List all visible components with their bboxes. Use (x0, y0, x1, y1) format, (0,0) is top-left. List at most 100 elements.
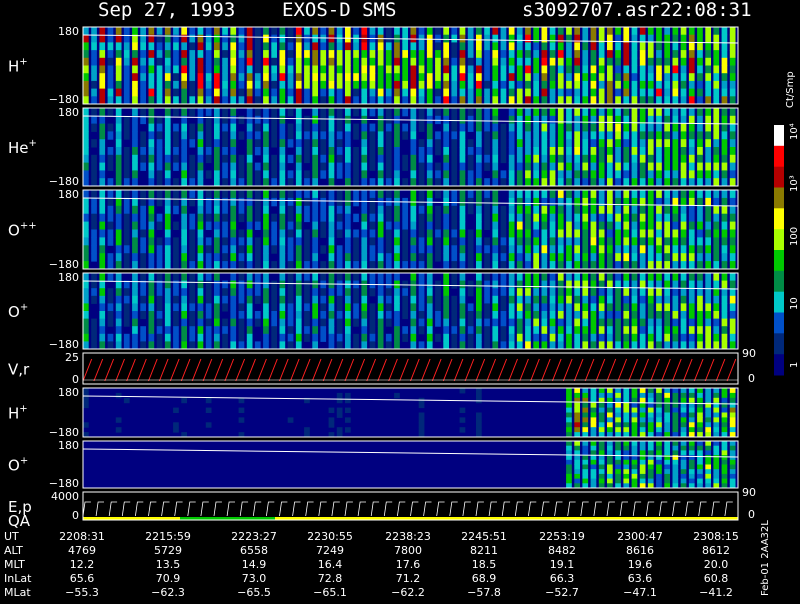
spectro-cell (451, 253, 458, 262)
spectro-cell (222, 57, 228, 66)
spectro-cell (516, 65, 523, 74)
spectro-cell (230, 261, 237, 270)
table-cell: −47.1 (623, 586, 657, 599)
panel-ymin: −180 (49, 93, 79, 106)
spectro-cell (607, 445, 613, 451)
spectro-cell (123, 123, 130, 132)
panel-frame (82, 352, 739, 385)
spectro-cell (688, 412, 695, 418)
spectro-cell (345, 190, 351, 199)
spectro-cell (541, 50, 548, 59)
spectro-cell (410, 213, 417, 223)
spectro-cell (394, 237, 400, 246)
spectro-cell (607, 392, 613, 399)
spectro-cell (615, 261, 621, 270)
header-date: Sep 27, 1993 (98, 0, 235, 21)
spectro-cell (705, 80, 711, 90)
spectro-cell (729, 326, 736, 335)
spectro-cell (705, 333, 711, 342)
spectro-cell (230, 273, 237, 282)
spectro-cell (590, 115, 597, 125)
spectro-cell (279, 123, 286, 132)
spectro-cell (418, 318, 425, 327)
spectro-cell (238, 50, 245, 59)
spectro-cell (508, 288, 515, 297)
spectro-cell (369, 245, 376, 254)
spectro-cell (271, 318, 277, 327)
spectro-cell (148, 253, 155, 262)
spectro-cell (426, 96, 433, 105)
spectro-cell (680, 295, 687, 304)
spectro-cell (525, 273, 531, 282)
spectro-cell (598, 280, 605, 289)
spectro-cell (459, 318, 466, 327)
spectro-cell (582, 483, 589, 489)
spectro-cell (115, 50, 122, 59)
spectro-cell (476, 432, 482, 438)
spectro-cell (394, 333, 400, 342)
spectro-cell (525, 131, 531, 140)
spectro-cell (99, 50, 106, 59)
spectro-cell (598, 469, 605, 475)
spectro-cell (566, 147, 572, 156)
spectro-cell (304, 139, 310, 148)
spectro-cell (729, 445, 736, 451)
spectro-cell (91, 34, 97, 43)
spectro-cell (492, 280, 499, 289)
spectro-cell (328, 170, 335, 179)
spectro-cell (271, 80, 277, 90)
spectro-cell (230, 205, 237, 215)
spectro-cell (140, 42, 146, 51)
spectro-cell (574, 333, 580, 342)
spectro-cell (484, 237, 490, 246)
spectro-cell (639, 88, 646, 97)
spectro-cell (459, 333, 466, 342)
spectro-cell (279, 80, 286, 90)
spectro-cell (647, 178, 654, 187)
spectro-cell (508, 245, 515, 254)
spectro-cell (623, 478, 630, 484)
spectro-cell (369, 27, 376, 36)
spectro-cell (361, 190, 368, 199)
spectro-cell (582, 123, 589, 132)
spectro-cell (99, 245, 106, 254)
spectro-cell (557, 88, 564, 97)
spectro-cell (721, 412, 728, 418)
spectro-cell (615, 237, 621, 246)
spectro-cell (631, 441, 638, 447)
spectro-cell (91, 213, 97, 223)
spectro-cell (688, 197, 695, 207)
spectro-cell (222, 34, 228, 43)
table-cell: 14.9 (242, 558, 267, 571)
spectro-cell (451, 65, 458, 74)
spectro-cell (484, 154, 490, 164)
spectro-cell (402, 213, 408, 223)
spectro-cell (345, 123, 351, 132)
spectro-cell (484, 280, 490, 289)
spectro-cell (394, 253, 400, 262)
spectro-cell (214, 154, 220, 164)
spectro-cell (320, 27, 327, 36)
spectro-cell (418, 88, 425, 97)
spectro-cell (197, 288, 204, 297)
spectro-cell (443, 65, 449, 74)
spectro-cell (304, 427, 310, 433)
panel-ymax: 180 (58, 106, 79, 119)
spectro-cell (418, 402, 425, 409)
spectro-cell (402, 333, 408, 342)
spectro-cell (377, 326, 384, 335)
spectro-cell (214, 88, 220, 97)
spectro-cell (688, 147, 695, 156)
spectro-cell (238, 303, 245, 312)
spectro-cell (246, 27, 253, 36)
spectro-cell (148, 221, 155, 230)
spectro-cell (566, 432, 572, 438)
spectro-cell (336, 190, 343, 199)
spectro-cell (164, 96, 171, 105)
spectro-cell (590, 178, 597, 187)
spectro-cell (426, 139, 433, 148)
spectro-cell (729, 131, 736, 140)
spectro-cell (590, 450, 597, 456)
spectro-cell (680, 237, 687, 246)
spectro-cell (148, 261, 155, 270)
